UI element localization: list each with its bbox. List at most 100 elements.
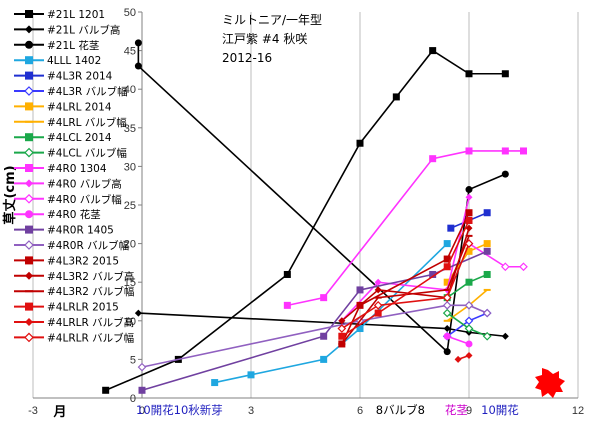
data-point — [465, 247, 473, 255]
data-point — [102, 386, 110, 394]
y-axis-label: 草丈(cm) — [2, 165, 18, 224]
series-9 — [442, 308, 492, 341]
legend-item: #4LRL バルブ幅 — [14, 116, 127, 129]
legend-label: #4L3R2 2015 — [47, 255, 119, 267]
data-point — [283, 270, 291, 278]
annotation-label: 10開花10秋新芽 — [136, 403, 223, 417]
data-point — [443, 255, 451, 263]
legend-label: #21L バルブ高 — [47, 23, 120, 36]
data-point — [483, 247, 491, 255]
legend-label: #4L3R2 バルブ高 — [47, 270, 134, 283]
series-line — [446, 335, 470, 345]
legend-item: #21L バルブ高 — [14, 23, 120, 36]
data-point — [25, 25, 33, 34]
data-point — [501, 70, 509, 78]
data-point — [25, 225, 33, 234]
data-point — [443, 263, 451, 271]
series-layer — [102, 39, 528, 394]
series-19 — [338, 216, 473, 340]
data-point — [138, 386, 146, 394]
data-point — [443, 240, 451, 248]
annotation-label: 8バルブ8 — [376, 403, 425, 417]
legend-item: #4R0R 1405 — [14, 225, 114, 237]
legend-item: #21L 1201 — [14, 9, 105, 21]
data-point — [25, 133, 33, 142]
data-point — [134, 62, 142, 70]
legend-label: #4LRL 2014 — [47, 101, 112, 113]
y-tick-label: 25 — [124, 200, 136, 212]
y-tick-label: 10 — [124, 316, 136, 328]
data-point — [24, 332, 34, 343]
data-point — [211, 379, 219, 387]
x-axis-label: 月 — [52, 405, 66, 420]
legend-item: #4L3R2 バルブ幅 — [14, 285, 134, 298]
data-point — [464, 324, 474, 333]
legend-label: #4R0R バルブ幅 — [47, 239, 129, 252]
legend-label: #4R0 1304 — [47, 163, 107, 175]
data-point — [482, 331, 492, 341]
data-point — [429, 270, 437, 278]
data-point — [482, 308, 492, 318]
series-line — [105, 49, 506, 392]
series-line — [287, 150, 524, 307]
y-tick-label: 0 — [130, 393, 136, 405]
legend-label: #4R0 バルブ高 — [47, 177, 122, 190]
chart-title-line: ミルトニア/一年型 — [222, 13, 322, 27]
data-point — [283, 301, 291, 309]
data-point — [443, 278, 451, 286]
data-point — [465, 224, 473, 232]
data-point — [356, 139, 364, 147]
data-point — [465, 209, 473, 217]
x-tick-label: 3 — [248, 405, 254, 417]
series-line — [341, 220, 470, 337]
legend-item: #21L 花茎 — [14, 39, 100, 52]
data-point — [442, 293, 452, 302]
legend-item: #4LRLR 2015 — [14, 302, 119, 314]
data-point — [501, 170, 509, 178]
series-line — [341, 243, 470, 330]
data-point — [519, 262, 528, 272]
x-tick-label: 12 — [572, 405, 584, 417]
data-point — [356, 286, 364, 294]
series-15 — [137, 301, 492, 372]
legend: #21L 1201 #21L バルブ高 #21L 花茎 4LLL 1402 #4L3R … — [14, 9, 134, 344]
data-point — [483, 240, 491, 248]
data-point — [392, 93, 400, 101]
data-point — [25, 318, 33, 326]
legend-label: #4R0R 1405 — [47, 225, 114, 237]
data-point — [25, 10, 33, 18]
series-line — [341, 212, 470, 345]
series-line — [214, 243, 448, 384]
annotation-label: 花茎 — [445, 403, 468, 417]
data-point — [483, 209, 491, 217]
data-point — [338, 317, 346, 325]
data-point — [501, 147, 509, 155]
series-14 — [138, 247, 491, 394]
data-point — [464, 239, 474, 248]
flower-burst-icon — [535, 368, 565, 398]
legend-item: #4LRLR バルブ高 — [14, 316, 134, 329]
legend-label: #4LCL 2014 — [47, 132, 112, 144]
legend-label: #4R0 バルブ幅 — [47, 193, 122, 206]
data-point — [443, 332, 451, 340]
chart-title-line: 江戸紫 #4 秋咲 — [222, 31, 307, 46]
legend-label: #4LRLR バルブ幅 — [47, 331, 134, 344]
legend-label: #21L 1201 — [47, 9, 105, 21]
x-tick-label: 9 — [466, 405, 472, 417]
data-point — [320, 355, 328, 363]
series-20 — [454, 352, 473, 363]
data-point — [134, 39, 142, 47]
data-point — [320, 294, 328, 302]
data-point — [25, 164, 33, 172]
data-point — [465, 193, 473, 201]
legend-label: 4LLL 1402 — [47, 55, 101, 67]
legend-label: #4R0 花茎 — [47, 208, 101, 221]
data-point — [25, 256, 33, 265]
legend-item: #4L3R 2014 — [14, 71, 113, 83]
data-point — [443, 325, 451, 333]
series-2 — [134, 39, 509, 356]
legend-item: #4L3R バルブ幅 — [14, 85, 128, 98]
data-point — [24, 240, 34, 250]
